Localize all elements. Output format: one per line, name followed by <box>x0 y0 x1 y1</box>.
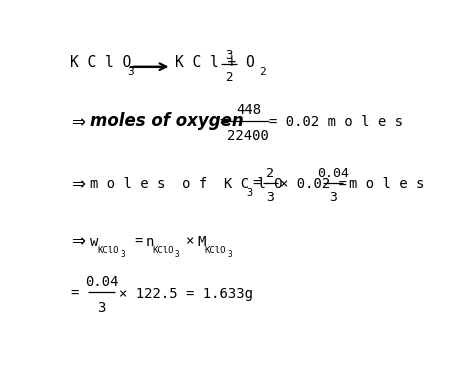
Text: 22400: 22400 <box>228 129 269 143</box>
Text: 3: 3 <box>329 191 337 204</box>
Text: 0.04: 0.04 <box>85 275 118 289</box>
Text: =: = <box>135 235 143 249</box>
Text: 2: 2 <box>266 167 274 180</box>
Text: $\Rightarrow$: $\Rightarrow$ <box>68 174 87 192</box>
Text: 3: 3 <box>175 250 180 259</box>
Text: moles of oxygen: moles of oxygen <box>91 112 244 130</box>
Text: 448: 448 <box>236 103 261 117</box>
Text: n: n <box>146 235 154 249</box>
Text: KClO: KClO <box>152 246 173 255</box>
Text: m o l e s: m o l e s <box>349 177 424 191</box>
Text: =: = <box>219 114 228 129</box>
Text: $\Rightarrow$: $\Rightarrow$ <box>68 232 87 250</box>
Text: 3: 3 <box>227 250 232 259</box>
Text: 3: 3 <box>97 301 106 315</box>
Text: 3: 3 <box>120 250 125 259</box>
Text: 3: 3 <box>226 49 233 62</box>
Text: O: O <box>245 55 254 70</box>
Text: K C l O: K C l O <box>70 55 131 70</box>
Text: × 122.5 = 1.633g: × 122.5 = 1.633g <box>119 286 253 301</box>
Text: K C l +: K C l + <box>175 55 236 70</box>
Text: =: = <box>70 286 79 301</box>
Text: KClO: KClO <box>98 246 119 255</box>
Text: =: = <box>253 177 261 191</box>
Text: 3: 3 <box>266 191 274 204</box>
Text: KClO: KClO <box>204 246 226 255</box>
Text: 3: 3 <box>246 188 252 198</box>
Text: 0.04: 0.04 <box>317 167 349 180</box>
Text: $\Rightarrow$: $\Rightarrow$ <box>68 112 87 130</box>
Text: w: w <box>91 235 99 249</box>
Text: 2: 2 <box>259 67 265 77</box>
Text: × 0.02 =: × 0.02 = <box>281 177 347 191</box>
Text: = 0.02 m o l e s: = 0.02 m o l e s <box>269 115 402 129</box>
Text: 2: 2 <box>226 71 233 84</box>
Text: ×: × <box>186 235 194 249</box>
Text: M: M <box>197 235 205 249</box>
Text: 3: 3 <box>127 67 134 77</box>
Text: m o l e s  o f  K C l O: m o l e s o f K C l O <box>91 177 283 191</box>
